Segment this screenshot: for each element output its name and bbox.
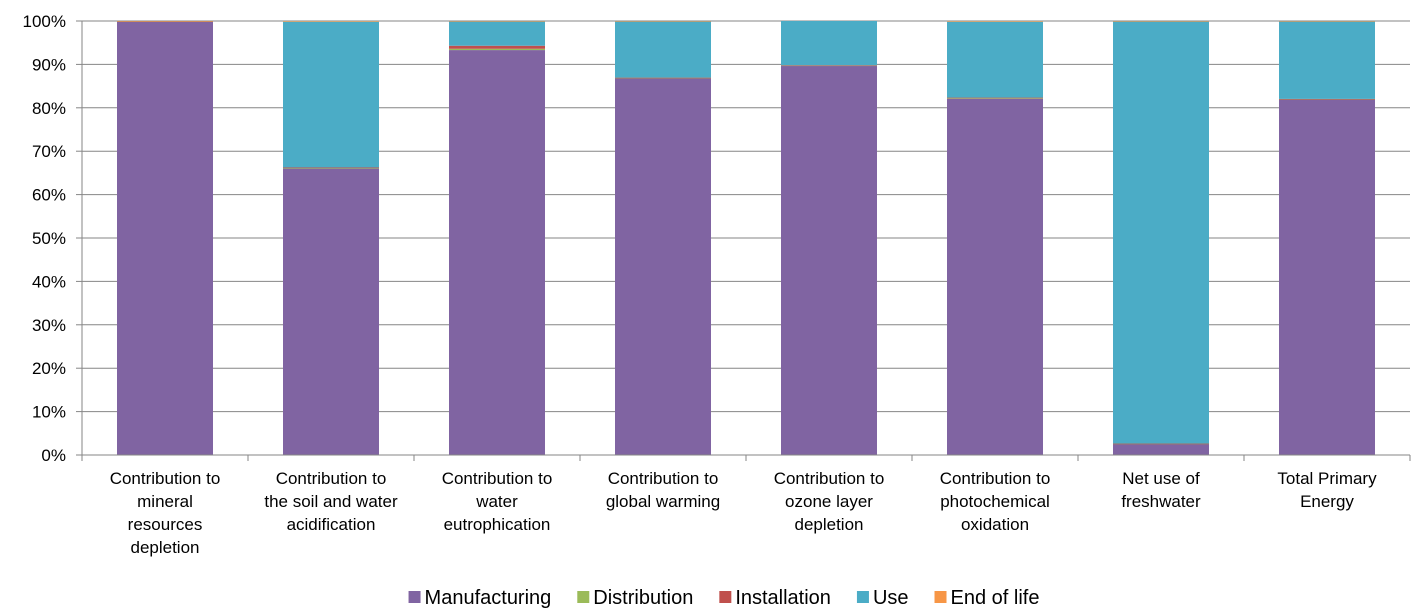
- y-tick-label: 40%: [32, 272, 66, 291]
- legend: Manufacturing Distribution Installation Use…: [408, 587, 1040, 609]
- bar-segment-end-of-life: [1279, 21, 1375, 22]
- x-category-label: Total Primary Energy: [1277, 469, 1377, 511]
- x-category-label: Contribution to the soil and water acidifi…: [264, 469, 398, 534]
- legend-swatch: [719, 591, 732, 603]
- y-tick-label: 70%: [32, 142, 66, 161]
- bar-segment-use: [1113, 21, 1209, 444]
- legend-label: Installation: [735, 587, 831, 609]
- legend-swatch: [408, 591, 421, 603]
- bar-segment-manufacturing: [947, 98, 1043, 455]
- bar-segment-use: [947, 21, 1043, 98]
- y-tick-label: 50%: [32, 229, 66, 248]
- legend-swatch: [577, 591, 590, 603]
- bar-segment-end-of-life: [449, 21, 545, 22]
- bar-segment-manufacturing: [283, 168, 379, 455]
- x-category-label: Contribution to photochemical oxidation: [940, 469, 1051, 534]
- y-tick-label: 10%: [32, 403, 66, 422]
- x-category-label: Contribution to mineral resources depletion: [110, 469, 221, 557]
- bar-segment-installation: [449, 45, 545, 49]
- x-category-label: Net use of freshwater: [1121, 469, 1201, 511]
- y-tick-label: 80%: [32, 99, 66, 118]
- bar-segment-installation: [947, 97, 1043, 99]
- y-tick-label: 0%: [41, 446, 66, 465]
- bars-layer: [117, 21, 1375, 456]
- bar-segment-manufacturing: [449, 50, 545, 455]
- bar-segment-distribution: [947, 97, 1043, 99]
- legend-swatch: [934, 591, 947, 603]
- y-tick-label: 20%: [32, 359, 66, 378]
- y-tick-label: 90%: [32, 55, 66, 74]
- bar-segment-installation: [283, 167, 379, 169]
- bar-segment-manufacturing: [1279, 99, 1375, 455]
- bar-segment-installation: [1113, 443, 1209, 445]
- bar-segment-installation: [1279, 98, 1375, 100]
- bar-segment-end-of-life: [615, 21, 711, 22]
- bar-segment-manufacturing: [1113, 443, 1209, 455]
- bar-segment-use: [283, 21, 379, 168]
- bar-segment-use: [449, 21, 545, 46]
- legend-label: Distribution: [593, 587, 693, 609]
- y-tick-label: 60%: [32, 186, 66, 205]
- bar-segment-end-of-life: [947, 21, 1043, 22]
- legend-item-manufacturing: Manufacturing: [408, 587, 552, 609]
- bar-segment-end-of-life: [1113, 21, 1209, 22]
- bar-segment-manufacturing: [117, 21, 213, 456]
- legend-label: Use: [873, 587, 909, 609]
- x-category-label: Contribution to global warming: [606, 469, 720, 511]
- legend-item-installation: Installation: [719, 587, 831, 609]
- bar-segment-manufacturing: [615, 78, 711, 456]
- bar-segment-manufacturing: [781, 65, 877, 456]
- bar-segment-end-of-life: [117, 21, 213, 22]
- y-tick-label: 30%: [32, 316, 66, 335]
- y-tick-label: 100%: [23, 12, 66, 31]
- x-category-label: Contribution to water eutrophication: [442, 469, 553, 534]
- legend-item-distribution: Distribution: [577, 587, 693, 609]
- legend-label: End of life: [951, 587, 1040, 609]
- legend-label: Manufacturing: [425, 587, 552, 609]
- bar-segment-distribution: [449, 48, 545, 51]
- x-category-label: Contribution to ozone layer depletion: [774, 469, 885, 534]
- bar-segment-use: [615, 21, 711, 78]
- grid-layer: [82, 20, 1410, 413]
- bar-segment-use: [781, 21, 877, 66]
- legend-item-end-of-life: End of life: [934, 587, 1040, 609]
- legend-swatch: [856, 591, 869, 603]
- bar-segment-installation: [781, 65, 877, 66]
- bar-segment-end-of-life: [283, 21, 379, 22]
- bar-segment-distribution: [283, 167, 379, 169]
- legend-item-use: Use: [856, 587, 909, 609]
- bar-segment-use: [1279, 21, 1375, 99]
- bar-segment-installation: [615, 77, 711, 79]
- axis-layer: 0% 10% 20% 30% 40% 50% 60% 70% 80% 90% 100% Contrib…: [23, 12, 1411, 557]
